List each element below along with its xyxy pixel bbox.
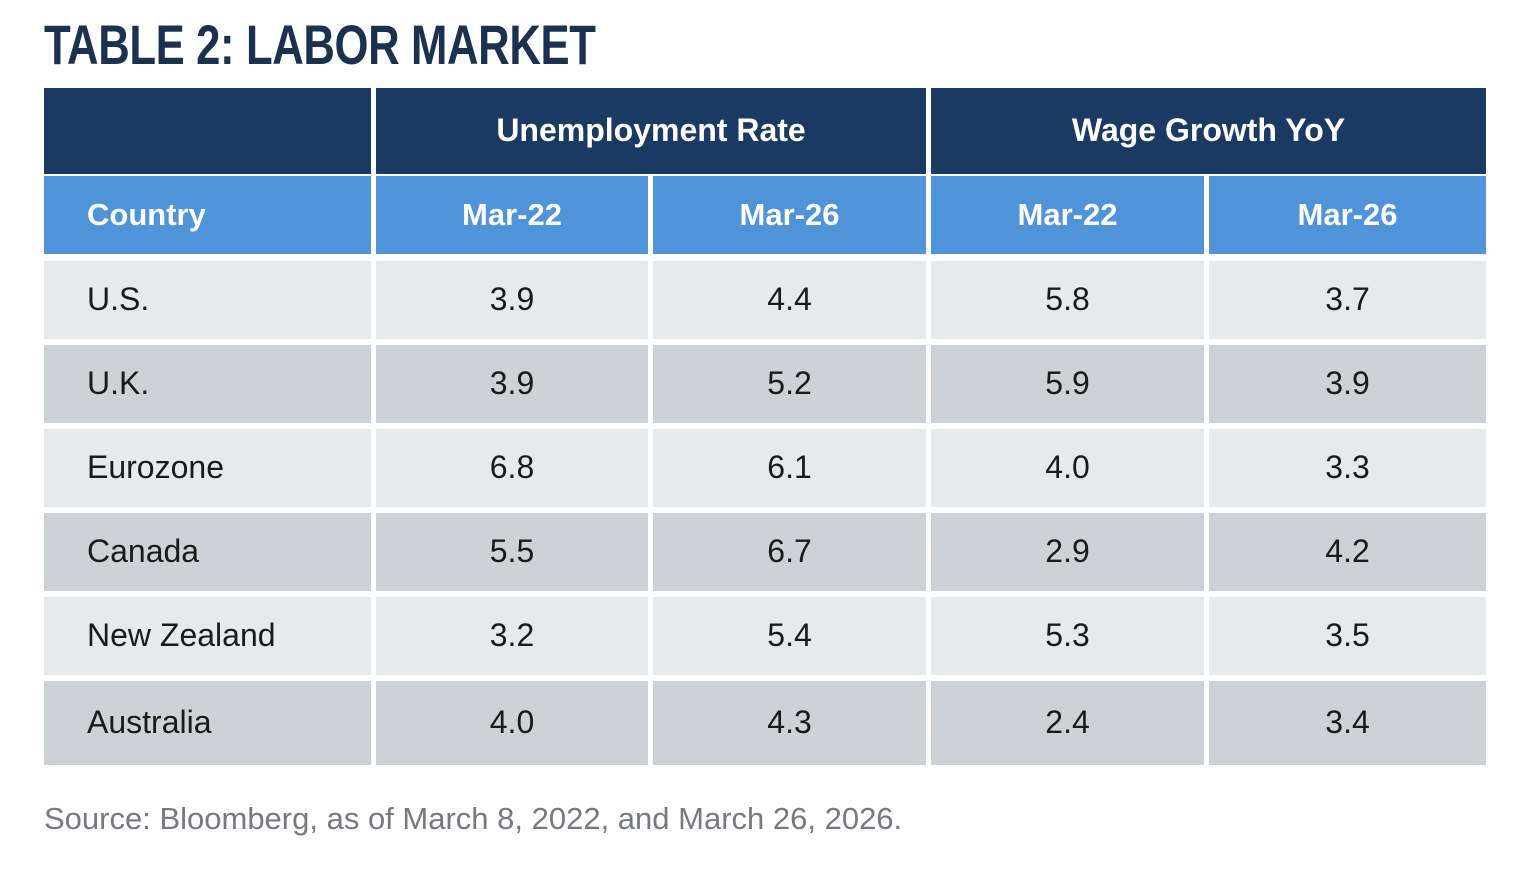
column-header-unemp-mar22: Mar-22	[376, 175, 653, 261]
country-cell: U.S.	[44, 260, 376, 345]
value-cell: 3.9	[376, 260, 653, 345]
table-row-canada: Canada 5.5 6.7 2.9 4.2	[44, 512, 1487, 597]
column-header-unemp-mar26: Mar-26	[653, 175, 932, 261]
value-cell: 6.1	[653, 428, 932, 513]
value-cell: 3.7	[1209, 260, 1487, 345]
column-header-country: Country	[44, 175, 376, 261]
column-header-wage-mar22: Mar-22	[931, 175, 1210, 261]
table-row-uk: U.K. 3.9 5.2 5.9 3.9	[44, 344, 1487, 429]
value-cell: 5.4	[653, 596, 932, 681]
page: TABLE 2: LABOR MARKET Unemployment Rate …	[44, 13, 1487, 836]
value-cell: 4.3	[653, 680, 932, 765]
table-row-us: U.S. 3.9 4.4 5.8 3.7	[44, 260, 1487, 345]
value-cell: 4.2	[1209, 512, 1487, 597]
value-cell: 5.5	[376, 512, 653, 597]
value-cell: 5.2	[653, 344, 932, 429]
country-cell: Canada	[44, 512, 376, 597]
value-cell: 3.9	[1209, 344, 1487, 429]
country-cell: Australia	[44, 680, 376, 765]
value-cell: 4.0	[376, 680, 653, 765]
group-header-wage-growth: Wage Growth YoY	[931, 87, 1487, 176]
labor-market-table: Unemployment Rate Wage Growth YoY Countr…	[44, 87, 1487, 765]
table-row-new-zealand: New Zealand 3.2 5.4 5.3 3.5	[44, 596, 1487, 681]
value-cell: 2.4	[931, 680, 1210, 765]
value-cell: 3.4	[1209, 680, 1487, 765]
value-cell: 5.9	[931, 344, 1210, 429]
country-cell: New Zealand	[44, 596, 376, 681]
value-cell: 3.3	[1209, 428, 1487, 513]
value-cell: 3.5	[1209, 596, 1487, 681]
country-cell: U.K.	[44, 344, 376, 429]
value-cell: 4.0	[931, 428, 1210, 513]
column-header-wage-mar26: Mar-26	[1209, 175, 1487, 261]
table-row-eurozone: Eurozone 6.8 6.1 4.0 3.3	[44, 428, 1487, 513]
table-row-australia: Australia 4.0 4.3 2.4 3.4	[44, 680, 1487, 765]
value-cell: 4.4	[653, 260, 932, 345]
value-cell: 5.3	[931, 596, 1210, 681]
corner-cell	[44, 87, 376, 176]
group-header-unemployment: Unemployment Rate	[376, 87, 932, 176]
value-cell: 6.7	[653, 512, 932, 597]
group-header-row: Unemployment Rate Wage Growth YoY	[44, 87, 1487, 176]
value-cell: 3.9	[376, 344, 653, 429]
source-note: Source: Bloomberg, as of March 8, 2022, …	[44, 800, 903, 836]
value-cell: 6.8	[376, 428, 653, 513]
value-cell: 2.9	[931, 512, 1210, 597]
country-cell: Eurozone	[44, 428, 376, 513]
value-cell: 5.8	[931, 260, 1210, 345]
column-header-row: Country Mar-22 Mar-26 Mar-22 Mar-26	[44, 175, 1487, 261]
value-cell: 3.2	[376, 596, 653, 681]
table-title: TABLE 2: LABOR MARKET	[44, 13, 596, 76]
